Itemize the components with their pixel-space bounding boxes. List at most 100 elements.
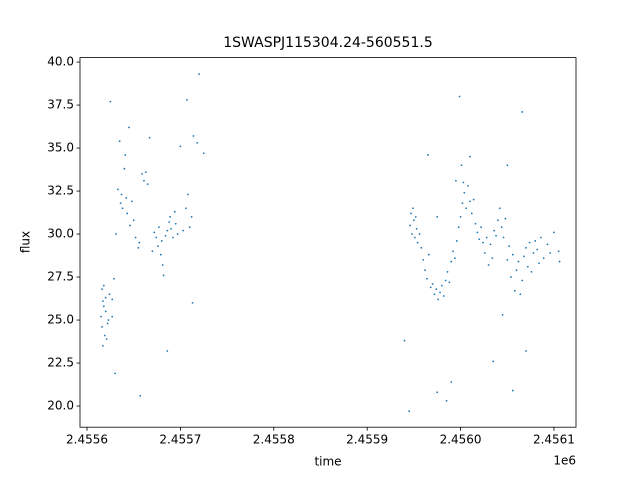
data-point: [469, 200, 471, 203]
data-point: [106, 322, 109, 325]
data-point: [119, 202, 122, 205]
data-point: [557, 250, 560, 253]
data-point: [444, 279, 447, 282]
data-point: [426, 277, 428, 280]
data-point: [470, 212, 473, 215]
data-point: [130, 200, 133, 203]
data-point: [166, 350, 169, 352]
data-point: [186, 193, 189, 196]
data-point: [511, 253, 514, 256]
data-point: [493, 229, 496, 232]
data-point: [436, 215, 439, 218]
data-point: [440, 284, 443, 287]
data-point: [508, 245, 511, 247]
data-point: [485, 236, 488, 239]
data-point: [179, 145, 182, 148]
data-point: [526, 265, 529, 268]
data-point: [129, 224, 131, 227]
x-tick-label: 2.4561: [533, 433, 575, 447]
data-point: [172, 236, 174, 239]
data-point: [123, 167, 126, 170]
data-point: [462, 181, 465, 184]
data-point: [125, 197, 128, 199]
y-tick-label: 27.5: [47, 270, 74, 284]
data-point: [132, 219, 135, 222]
x-tick-label: 2.4557: [159, 433, 201, 447]
data-point: [469, 155, 471, 158]
y-axis-label: flux: [19, 231, 33, 253]
data-point: [446, 270, 449, 273]
data-point: [549, 252, 552, 254]
data-point: [506, 164, 509, 167]
data-point: [126, 212, 129, 215]
data-point: [141, 172, 144, 175]
data-point: [103, 334, 106, 337]
data-point: [105, 338, 108, 340]
data-point: [160, 240, 163, 242]
data-point: [146, 183, 149, 186]
data-point: [424, 269, 426, 272]
data-point: [137, 246, 140, 249]
data-point: [143, 179, 145, 182]
data-point: [107, 319, 110, 321]
data-point: [501, 313, 504, 316]
data-point: [433, 293, 436, 296]
data-point: [492, 360, 495, 363]
data-point: [429, 286, 432, 289]
data-point: [420, 246, 423, 249]
data-point: [422, 258, 425, 261]
y-tick-label: 32.5: [47, 184, 74, 198]
data-point: [502, 236, 505, 239]
chart-title: 1SWASPJ115304.24-560551.5: [223, 35, 432, 51]
data-point: [525, 350, 527, 352]
data-point: [134, 236, 137, 239]
data-point: [442, 295, 445, 297]
data-point: [170, 227, 172, 230]
data-point: [128, 126, 130, 129]
data-point: [474, 222, 477, 225]
data-point: [101, 326, 103, 328]
data-point: [101, 300, 104, 303]
data-point: [191, 301, 194, 304]
data-point: [534, 240, 537, 242]
data-point: [506, 258, 509, 261]
data-point: [168, 221, 171, 223]
data-point: [120, 193, 123, 196]
data-point: [517, 260, 520, 263]
data-point: [109, 100, 112, 103]
data-point: [190, 215, 193, 218]
data-point: [155, 236, 158, 239]
data-point: [495, 234, 497, 237]
data-point: [409, 224, 412, 227]
data-point: [102, 305, 105, 308]
data-point: [482, 241, 484, 244]
y-tick-label: 20.0: [47, 399, 74, 413]
data-point: [450, 381, 453, 383]
data-point: [104, 310, 107, 313]
data-point: [164, 234, 167, 237]
data-point: [513, 289, 516, 292]
y-tick-label: 30.0: [47, 227, 74, 241]
data-point: [144, 171, 147, 174]
data-point: [483, 252, 486, 254]
data-point: [461, 202, 464, 205]
data-point: [504, 217, 507, 220]
data-point: [153, 231, 156, 234]
data-point: [500, 226, 503, 229]
data-point: [436, 391, 439, 394]
data-point: [403, 339, 406, 342]
y-tick-label: 22.5: [47, 356, 74, 370]
data-point: [196, 142, 199, 144]
data-point: [454, 257, 456, 260]
data-point: [426, 154, 429, 156]
data-point: [418, 233, 421, 235]
data-point: [101, 288, 103, 290]
data-point: [472, 198, 475, 201]
data-point: [148, 136, 151, 139]
data-point: [412, 207, 414, 210]
data-point: [439, 291, 441, 294]
data-point: [157, 245, 159, 247]
x-tick-label: 2.4560: [440, 433, 482, 447]
